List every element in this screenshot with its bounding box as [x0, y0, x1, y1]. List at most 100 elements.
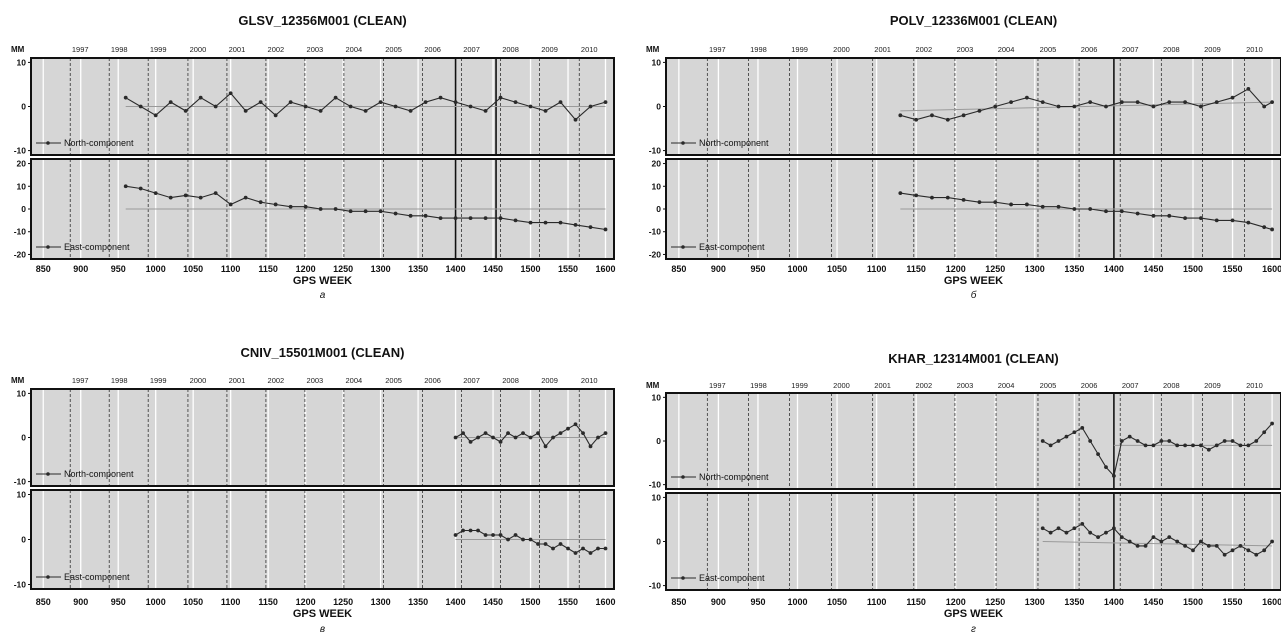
chart-title: POLV_12336M001 (CLEAN) — [890, 13, 1057, 28]
data-point — [1056, 526, 1061, 531]
x-tick-label: 1000 — [146, 264, 166, 274]
x-tick-label: 1150 — [258, 597, 278, 607]
data-point — [1072, 207, 1077, 211]
data-point — [1040, 439, 1045, 443]
x-axis-label: GPS WEEK — [944, 608, 1003, 620]
data-point — [1024, 202, 1029, 207]
x-tick-label: 1450 — [1143, 597, 1163, 607]
data-point — [506, 431, 510, 435]
data-point — [558, 100, 563, 104]
x-tick-label: 1450 — [1143, 264, 1163, 274]
year-label: 2006 — [424, 376, 441, 385]
panel-caption: б — [971, 289, 977, 301]
data-point — [1167, 100, 1172, 104]
data-point — [573, 117, 578, 122]
y-tick-label: 10 — [17, 57, 27, 67]
year-label: 2010 — [581, 376, 598, 385]
year-label: 2009 — [1204, 45, 1221, 54]
legend-label: East-component — [64, 572, 130, 582]
data-point — [1135, 544, 1140, 548]
data-point — [318, 207, 323, 211]
year-label: 2007 — [463, 45, 480, 54]
year-label: 2004 — [998, 381, 1015, 390]
data-point — [348, 209, 353, 214]
data-point — [483, 431, 488, 435]
data-point — [528, 537, 533, 542]
x-tick-label: 1300 — [371, 597, 391, 607]
chart-panel: CNIV_15501M001 (CLEAN) MM 1997 1998 1999 2000… — [11, 345, 616, 635]
data-point — [333, 95, 338, 100]
data-point — [1009, 100, 1013, 104]
data-point — [1127, 539, 1132, 544]
data-point — [513, 100, 518, 104]
data-point — [408, 213, 413, 218]
x-tick-label: 1400 — [1104, 264, 1124, 274]
data-point — [213, 104, 218, 109]
y-tick-label: 10 — [652, 181, 662, 191]
x-tick-label: 1400 — [1104, 597, 1124, 607]
x-tick-label: 1000 — [787, 264, 807, 274]
year-label: 1999 — [791, 381, 808, 390]
chart-title: CNIV_15501M001 (CLEAN) — [240, 345, 404, 360]
subplot-frame — [665, 392, 1281, 490]
chart-panel: KHAR_12314M001 (CLEAN) MM 1997 1998 1999 2000… — [646, 351, 1281, 635]
data-point — [603, 227, 608, 232]
data-point — [993, 200, 998, 205]
panel-caption: в — [320, 624, 325, 635]
data-point — [1246, 443, 1251, 448]
year-label: 2003 — [307, 376, 324, 385]
data-point — [1072, 526, 1077, 531]
x-tick-label: 1150 — [906, 597, 926, 607]
unit-label: MM — [646, 45, 660, 54]
data-point — [1064, 434, 1069, 439]
data-point — [513, 533, 518, 537]
year-label: 2004 — [346, 376, 363, 385]
data-point — [558, 220, 563, 225]
year-label: 2008 — [502, 376, 519, 385]
data-point — [898, 191, 903, 195]
legend-label: North-component — [699, 138, 769, 148]
data-point — [1024, 95, 1029, 100]
data-point — [1230, 439, 1235, 443]
data-point — [528, 220, 533, 225]
year-label: 1997 — [709, 381, 726, 390]
year-label: 2001 — [874, 381, 891, 390]
year-label: 2010 — [581, 45, 598, 54]
x-tick-label: 950 — [750, 264, 765, 274]
data-point — [438, 95, 443, 100]
data-point — [551, 435, 555, 440]
x-tick-label: 850 — [671, 597, 686, 607]
y-tick-label: 10 — [652, 392, 662, 402]
data-point — [183, 193, 188, 198]
data-point — [1088, 207, 1093, 211]
year-label: 2001 — [229, 45, 246, 54]
data-point — [596, 546, 600, 551]
data-point — [1206, 447, 1211, 452]
data-point — [1246, 220, 1251, 225]
data-point — [1151, 443, 1156, 448]
data-point — [1238, 443, 1243, 448]
year-label: 2006 — [1081, 381, 1098, 390]
subplot-frame — [30, 57, 615, 156]
y-tick-label: -10 — [649, 480, 662, 490]
data-point — [228, 202, 233, 207]
data-point — [551, 546, 555, 551]
year-label: 1998 — [750, 45, 767, 54]
data-point — [1072, 104, 1077, 109]
x-tick-label: 1200 — [946, 264, 966, 274]
data-point — [1270, 539, 1274, 544]
data-point — [378, 100, 383, 104]
year-label: 1998 — [111, 376, 128, 385]
data-point — [468, 104, 473, 109]
year-label: 2005 — [1040, 381, 1057, 390]
data-point — [1230, 95, 1235, 100]
x-tick-label: 1150 — [906, 264, 926, 274]
data-point — [1104, 104, 1108, 109]
data-point — [573, 223, 578, 227]
x-tick-label: 1550 — [558, 597, 578, 607]
data-point — [491, 435, 495, 440]
data-point — [1111, 474, 1116, 478]
data-point — [945, 117, 950, 122]
data-point — [378, 209, 383, 214]
data-point — [1199, 104, 1203, 109]
